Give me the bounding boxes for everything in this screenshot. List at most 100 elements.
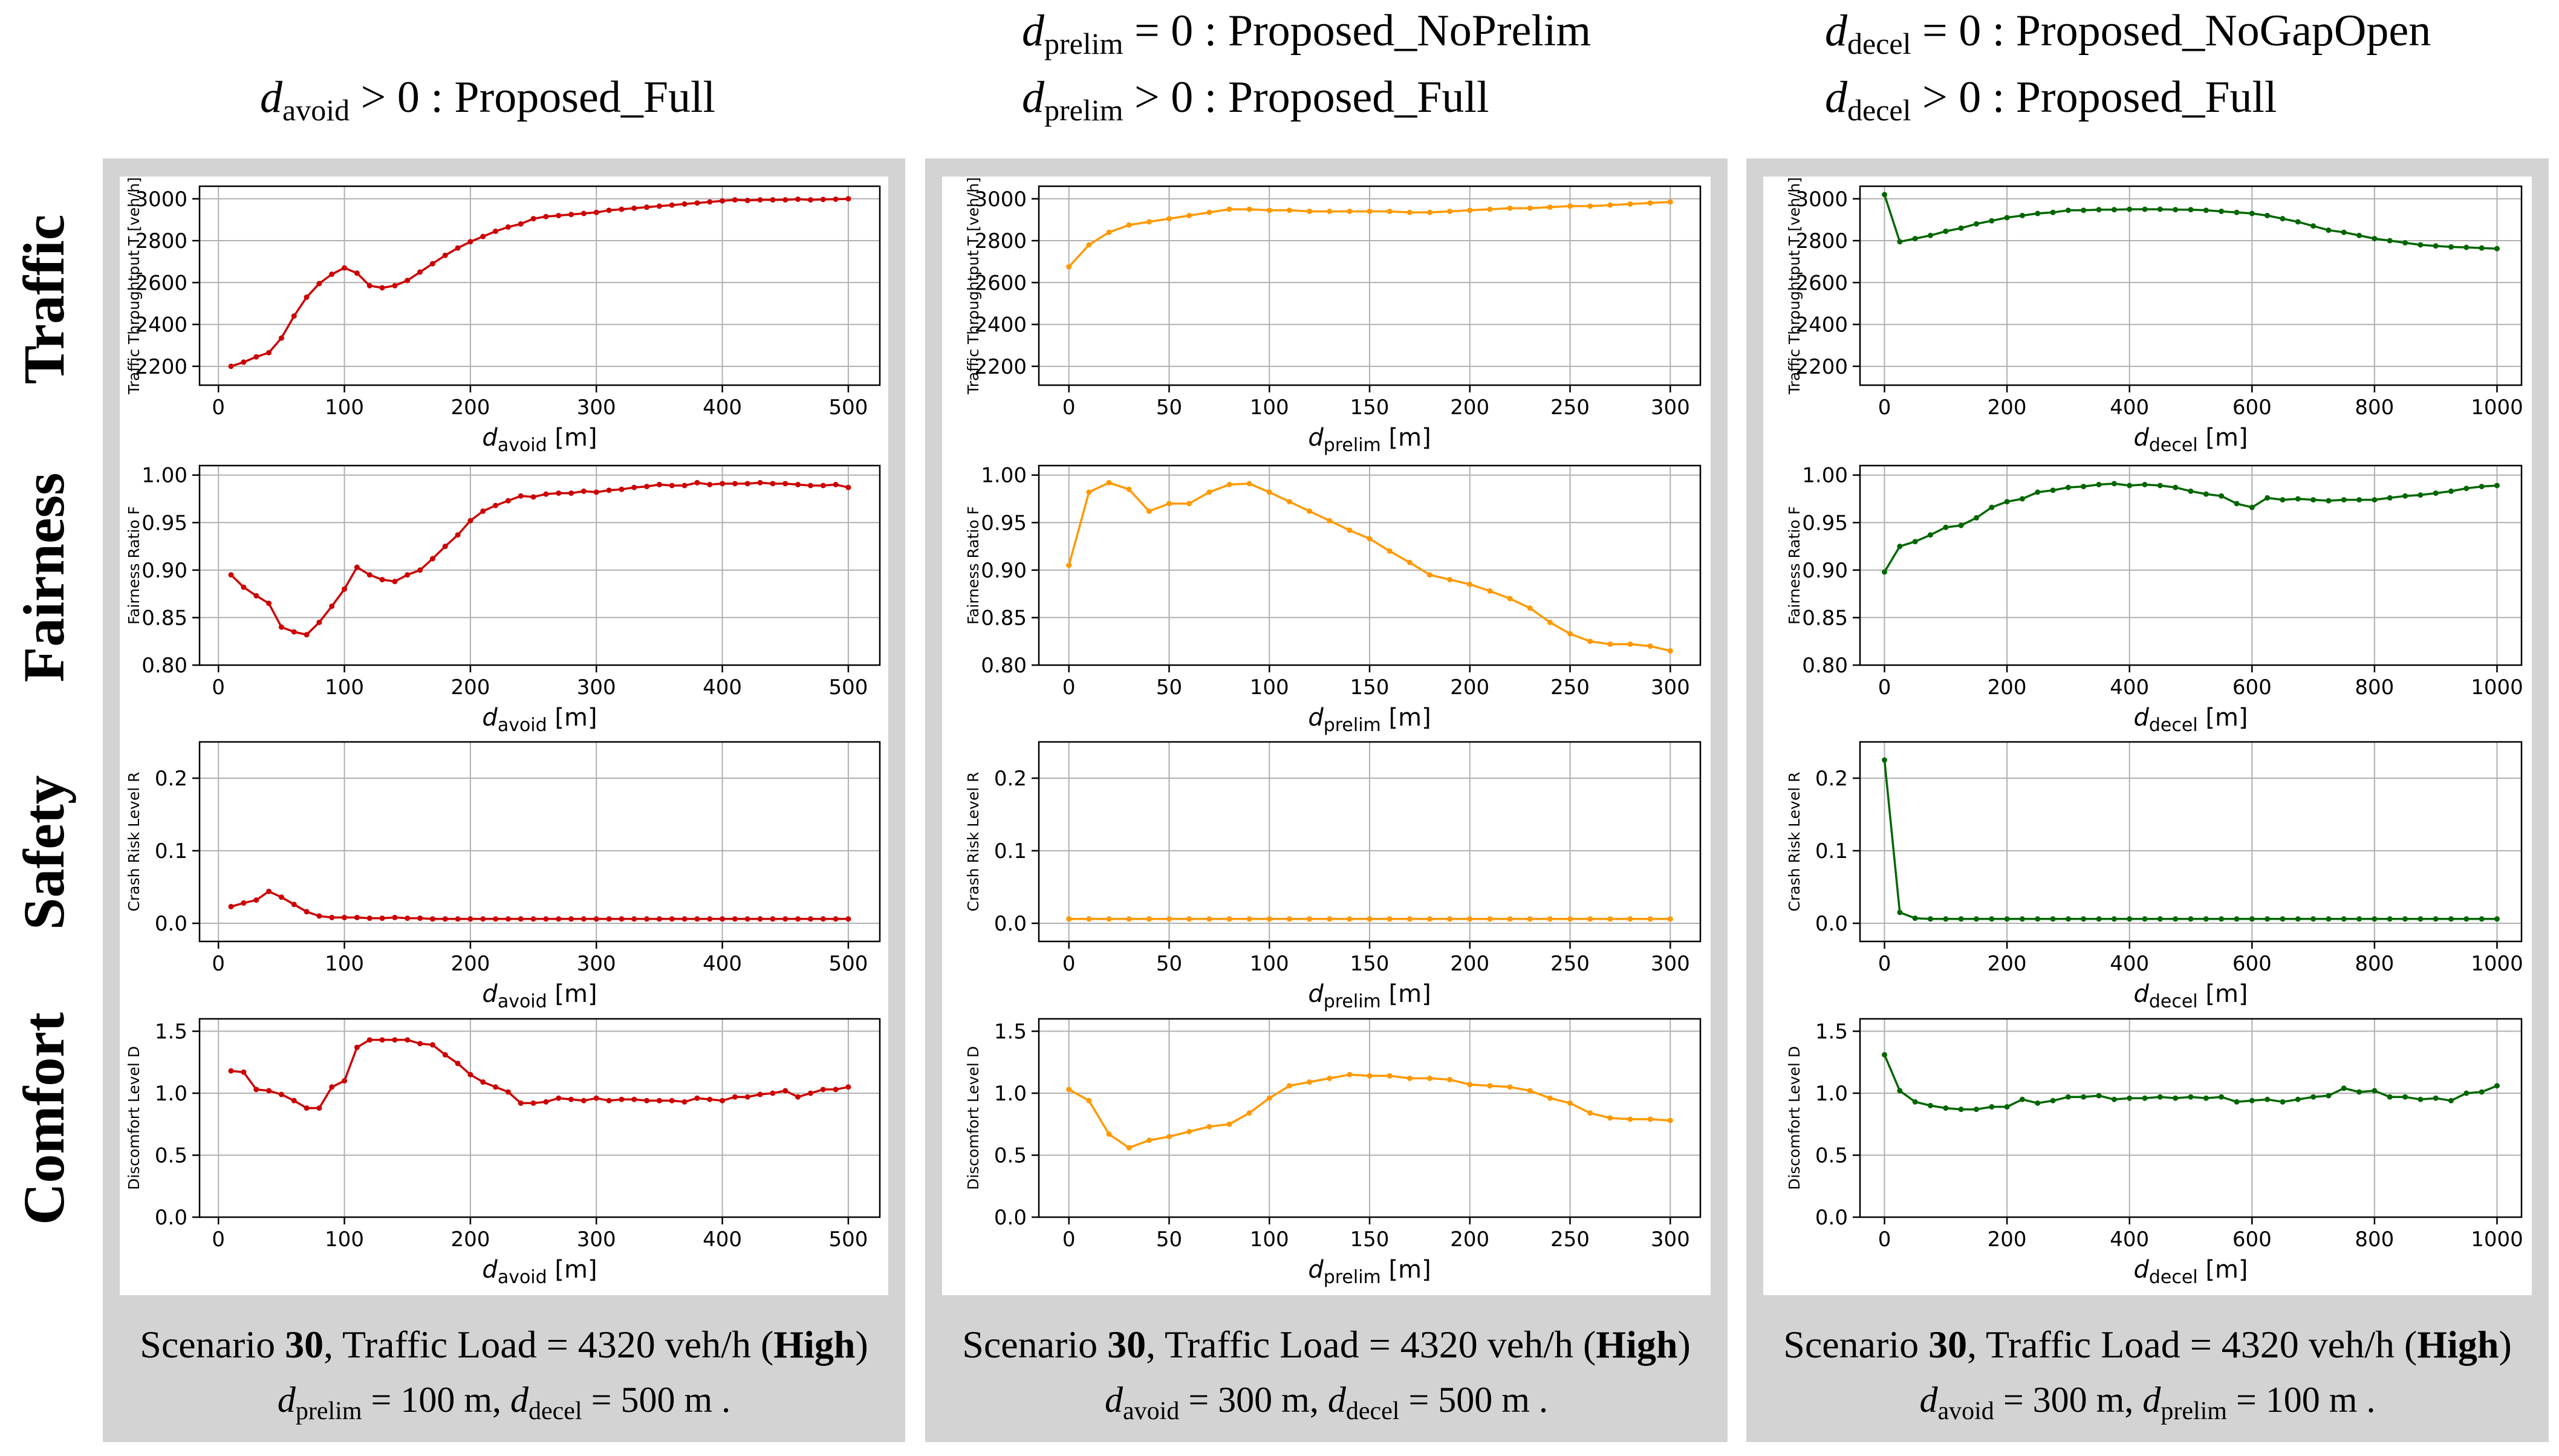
plot-frame: [1859, 741, 2523, 943]
data-point: [732, 197, 738, 203]
data-point: [2479, 245, 2485, 251]
data-point: [1066, 916, 1072, 922]
data-point: [2310, 497, 2317, 503]
data-point: [2433, 490, 2439, 496]
data-point: [2280, 497, 2286, 503]
x-tick-label: 0: [1062, 675, 1076, 700]
data-point: [455, 532, 461, 538]
footer-scenario-line: Scenario 30, Traffic Load = 4320 veh/h (…: [962, 1323, 1691, 1366]
x-tick-label: 0: [1878, 675, 1891, 700]
data-point: [1106, 916, 1112, 922]
data-point: [1327, 518, 1333, 524]
data-point: [707, 199, 713, 205]
data-point: [2019, 1096, 2025, 1102]
data-point: [392, 1037, 398, 1043]
data-point: [1406, 209, 1413, 215]
data-point: [757, 479, 763, 486]
data-point: [2004, 215, 2010, 221]
data-point: [1246, 916, 1252, 922]
data-point: [1266, 207, 1272, 213]
data-point: [1973, 221, 1979, 227]
data-point: [606, 1097, 612, 1103]
data-point: [580, 1097, 587, 1103]
data-point: [2310, 1094, 2317, 1100]
data-point: [392, 579, 398, 585]
data-point: [405, 572, 411, 578]
data-point: [1126, 916, 1132, 922]
data-point: [556, 916, 562, 922]
x-tick-label: 150: [1350, 675, 1390, 700]
data-point: [1266, 489, 1272, 495]
data-point: [644, 916, 650, 922]
data-point: [543, 916, 549, 922]
data-point: [518, 916, 524, 922]
data-point: [694, 479, 700, 486]
data-point: [770, 197, 776, 203]
data-point: [1487, 206, 1493, 212]
line-chart: 0 50 100 150 200 250 300 0.0 0.1 0.2 dprelim [m] Cr…: [964, 741, 1702, 1012]
x-tick-label: 0: [212, 395, 225, 420]
data-point: [1943, 1105, 1949, 1111]
data-point: [1958, 1107, 1964, 1113]
data-point: [1246, 1110, 1252, 1116]
data-point: [1627, 201, 1633, 207]
data-point: [2372, 1088, 2378, 1094]
data-point: [480, 508, 486, 514]
data-point: [1943, 916, 1949, 922]
data-point: [291, 313, 297, 319]
y-tick-label: 0.5: [155, 1144, 187, 1168]
data-point: [253, 593, 259, 599]
data-point: [1547, 204, 1553, 210]
data-point: [505, 916, 511, 922]
y-tick-label: 1.0: [155, 1082, 187, 1106]
data-point: [241, 584, 247, 590]
data-point: [568, 916, 574, 922]
data-point: [2096, 481, 2102, 487]
plot-area-background: [1763, 177, 2532, 1295]
data-point: [2142, 916, 2148, 922]
data-point: [807, 197, 813, 203]
x-tick-label: 0: [1878, 952, 1891, 976]
x-tick-label: 400: [2110, 952, 2149, 976]
y-tick-label: 0.80: [1802, 654, 1848, 678]
x-tick-label: 0: [1062, 1227, 1076, 1252]
line-chart: 0 100 200 300 400 500 2200 2400 2600 2800 3000 davo…: [125, 177, 881, 456]
row-label: Traffic: [11, 215, 76, 385]
footer-params-line: dprelim = 100 m, ddecel = 500 m .: [278, 1380, 730, 1425]
x-tick-label: 300: [1651, 395, 1690, 420]
y-tick-label: 0.0: [155, 912, 187, 936]
data-point: [493, 502, 499, 509]
data-point: [2249, 1097, 2255, 1103]
data-point: [1186, 212, 1192, 218]
data-point: [1226, 481, 1232, 487]
data-point: [845, 196, 851, 202]
data-point: [266, 1088, 272, 1094]
x-tick-label: 100: [1250, 1227, 1289, 1252]
x-tick-label: 50: [1156, 395, 1182, 420]
data-point: [2081, 207, 2087, 213]
data-point: [2326, 498, 2332, 504]
data-point: [795, 1094, 801, 1100]
footer-params-line: davoid = 300 m, ddecel = 500 m .: [1105, 1380, 1548, 1425]
data-point: [2188, 916, 2194, 922]
data-point: [1206, 1123, 1212, 1129]
data-point: [291, 1097, 297, 1103]
data-point: [366, 283, 372, 288]
data-point: [2356, 916, 2362, 922]
x-tick-label: 200: [1988, 675, 2027, 700]
data-point: [2173, 916, 2179, 922]
data-point: [1607, 1115, 1613, 1121]
data-point: [1447, 1076, 1453, 1082]
y-tick-label: 2600: [974, 271, 1027, 295]
line-chart: 0 100 200 300 400 500 0.0 0.5 1.0 1.5 davoid [m] Di…: [125, 1018, 881, 1288]
data-point: [1607, 641, 1613, 647]
y-tick-label: 1.00: [1802, 464, 1848, 488]
data-point: [379, 915, 385, 921]
data-point: [757, 197, 763, 203]
data-point: [530, 1100, 536, 1106]
data-point: [1426, 1075, 1432, 1081]
data-point: [2157, 1094, 2163, 1100]
data-point: [480, 233, 486, 239]
data-point: [2463, 1090, 2470, 1096]
